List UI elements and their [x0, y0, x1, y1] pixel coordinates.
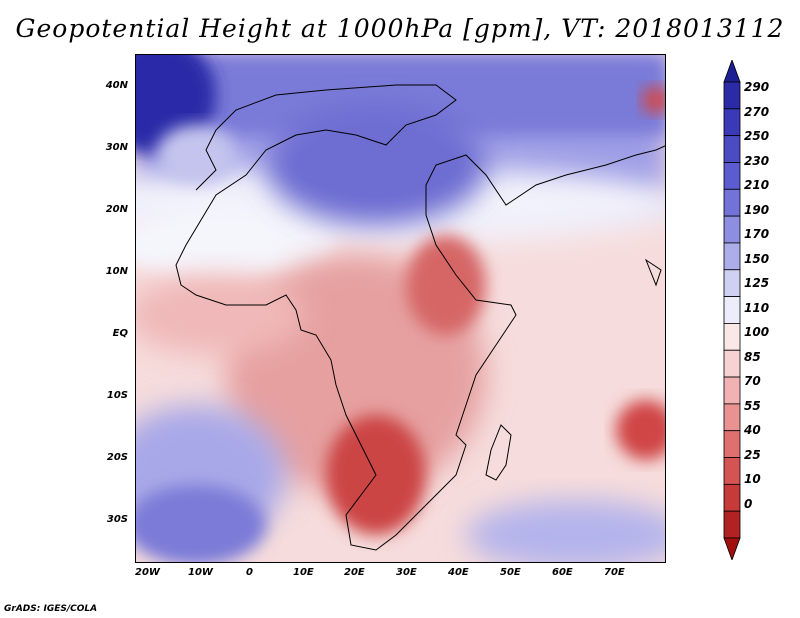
latitude-label: 20S: [106, 452, 128, 463]
colorbar-swatch: [723, 376, 741, 405]
colorbar-label: 250: [744, 129, 770, 143]
longitude-label: 70E: [604, 567, 625, 578]
latitude-label: EQ: [112, 328, 128, 339]
longitude-label: 40E: [448, 567, 469, 578]
colorbar-swatch: [723, 108, 741, 137]
colorbar-swatch: [723, 323, 741, 351]
longitude-label: 10E: [293, 567, 314, 578]
colorbar-arrow-top: [723, 60, 741, 83]
colorbar-label: 70: [744, 374, 761, 388]
colorbar-swatch: [723, 430, 741, 458]
colorbar-arrow-bottom: [723, 537, 741, 560]
longitude-label: 60E: [552, 567, 573, 578]
colorbar-label: 190: [744, 203, 770, 217]
colorbar: [723, 60, 741, 560]
map-panel: [135, 54, 666, 563]
colorbar-label: 10: [744, 472, 761, 486]
height-field-map: [136, 55, 665, 562]
colorbar-swatch: [723, 403, 741, 432]
latitude-label: 20N: [105, 204, 128, 215]
colorbar-segments: [723, 60, 741, 560]
colorbar-swatch: [723, 510, 741, 539]
colorbar-label: 230: [744, 154, 770, 168]
latitude-label: 40N: [105, 80, 128, 91]
colorbar-swatch: [723, 296, 741, 324]
longitude-label: 20W: [135, 567, 160, 578]
latitude-label: 30N: [105, 142, 128, 153]
colorbar-swatch: [723, 81, 741, 110]
colorbar-label: 125: [744, 276, 770, 290]
colorbar-swatch: [723, 188, 741, 217]
height-field-shading: [136, 55, 665, 562]
colorbar-swatch: [723, 269, 741, 297]
longitude-label: 20E: [344, 567, 365, 578]
colorbar-swatch: [723, 349, 741, 378]
india-tip-coastline: [644, 258, 662, 287]
colorbar-swatch: [723, 457, 741, 485]
map-title: Geopotential Height at 1000hPa [gpm], VT…: [15, 14, 785, 43]
latitude-label: 30S: [106, 514, 128, 525]
colorbar-swatch: [723, 242, 741, 271]
longitude-label: 50E: [500, 567, 521, 578]
colorbar-label: 55: [744, 399, 761, 413]
latitude-label: 10N: [105, 266, 128, 277]
longitude-label: 10W: [188, 567, 213, 578]
longitude-label: 30E: [396, 567, 417, 578]
colorbar-label: 170: [744, 227, 770, 241]
colorbar-label: 110: [744, 301, 770, 315]
colorbar-label: 0: [744, 497, 753, 511]
colorbar-label: 150: [744, 252, 770, 266]
colorbar-swatch: [723, 215, 741, 244]
longitude-label: 0: [246, 567, 253, 578]
africa-coastline: [175, 84, 665, 551]
latitude-label: 10S: [106, 390, 128, 401]
colorbar-swatch: [723, 162, 741, 190]
colorbar-label: 100: [744, 325, 770, 339]
credit-text: GrADS: IGES/COLA: [4, 604, 98, 614]
colorbar-swatch: [723, 135, 741, 163]
madagascar-coastline: [485, 424, 512, 481]
colorbar-label: 40: [744, 423, 761, 437]
colorbar-label: 210: [744, 178, 770, 192]
colorbar-label: 25: [744, 448, 761, 462]
colorbar-label: 85: [744, 350, 761, 364]
colorbar-label: 290: [744, 80, 770, 94]
coastlines: [175, 84, 665, 551]
colorbar-label: 270: [744, 105, 770, 119]
colorbar-swatch: [723, 483, 741, 512]
